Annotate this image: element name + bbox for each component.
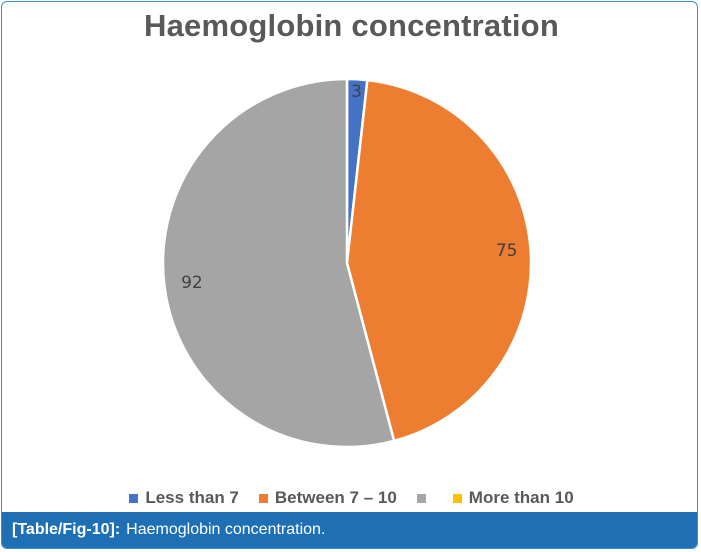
- slice-data-label: 92: [181, 273, 203, 293]
- chart-legend: Less than 7 Between 7 – 10 More than 10: [2, 488, 697, 508]
- legend-label: Between 7 – 10: [274, 488, 397, 507]
- pie-slice-2: [345, 78, 533, 443]
- pie-data-labels: 3 75 92: [181, 82, 517, 293]
- legend-swatch: [452, 493, 462, 503]
- legend-swatch: [258, 493, 268, 503]
- slice-data-label: 3: [351, 82, 362, 102]
- legend-item-between-7-10: Between 7 – 10: [258, 488, 397, 508]
- caption-reference: [Table/Fig-10]:: [12, 521, 121, 538]
- legend-item-more-than-10: More than 10: [452, 488, 574, 508]
- chart-title: Haemoglobin concentration: [144, 8, 559, 43]
- legend-label: Less than 7: [145, 488, 239, 507]
- caption-text: Haemoglobin concentration.: [126, 521, 326, 538]
- pie-slices: [161, 77, 533, 449]
- legend-swatch: [129, 493, 139, 503]
- legend-item-unlabeled: [416, 493, 433, 503]
- legend-label: More than 10: [468, 488, 574, 507]
- legend-item-less-than-7: Less than 7: [129, 488, 239, 508]
- legend-swatch: [416, 493, 426, 503]
- slice-data-label: 75: [496, 241, 518, 261]
- figure-caption: [Table/Fig-10]: Haemoglobin concentratio…: [2, 512, 697, 548]
- pie-slice-3: [161, 77, 396, 449]
